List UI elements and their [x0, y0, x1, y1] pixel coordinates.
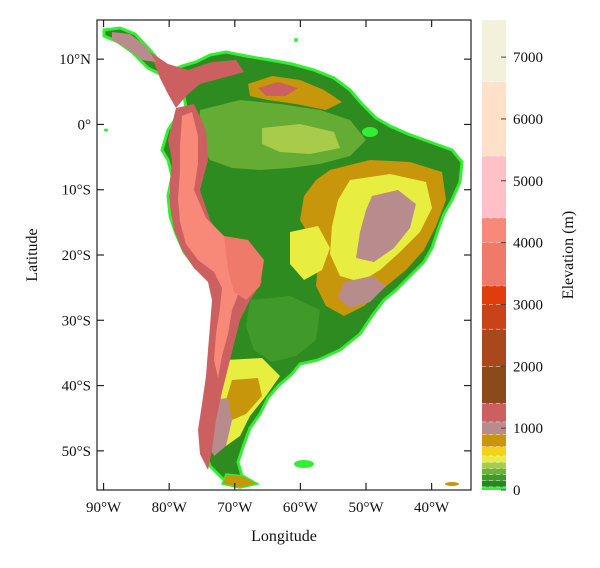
- colorbar-band: [482, 20, 506, 82]
- x-tick-label: 80°W: [152, 500, 188, 516]
- guiana-peaks: [258, 82, 298, 96]
- colorbar-band: [482, 446, 506, 456]
- colorbar-tick-label: 4000: [513, 236, 543, 252]
- y-axis-title: Latitude: [24, 228, 41, 281]
- colorbar-tick-label: 2000: [513, 359, 543, 375]
- tierra-del-fuego: [220, 473, 261, 489]
- colorbar-band: [482, 329, 506, 367]
- galapagos-islands: [104, 128, 108, 132]
- x-tick-label: 40°W: [414, 500, 450, 516]
- andes-high-peaks: [178, 112, 252, 378]
- coastal-cordillera: [112, 32, 156, 62]
- colorbar-band: [482, 480, 506, 487]
- andes-north-branch: [150, 52, 244, 108]
- falkland-islands: [294, 460, 314, 468]
- y-tick-label: 0°: [78, 117, 92, 133]
- y-tick-label: 20°S: [62, 248, 91, 264]
- colorbar-band: [482, 468, 506, 475]
- colorbar-tick-label: 0: [513, 483, 521, 499]
- colorbar-band: [482, 486, 506, 490]
- elevation-colorbar: [482, 19, 506, 490]
- y-tick-label: 50°S: [62, 444, 91, 460]
- x-tick-label: 90°W: [86, 500, 122, 516]
- x-tick-label: 50°W: [348, 500, 384, 516]
- lowland-plain-patch: [262, 124, 340, 154]
- brazilian-highland-ridges: [356, 190, 416, 262]
- colorbar-band: [482, 403, 506, 422]
- colorbar-tick-label: 5000: [513, 174, 543, 190]
- colorbar-band: [482, 434, 506, 447]
- altiplano: [224, 236, 264, 300]
- continent-map: [102, 26, 464, 489]
- colorbar-tick-label: 1000: [513, 421, 543, 437]
- colorbar-band: [482, 156, 506, 218]
- patagonia-plateau: [226, 378, 262, 420]
- x-tick-label: 70°W: [217, 500, 253, 516]
- serra-do-mar: [338, 276, 386, 308]
- colorbar-band: [482, 217, 506, 243]
- trinidad-island: [294, 38, 298, 42]
- colorbar-tick-label: 7000: [513, 50, 543, 66]
- x-axis-ticks: 90°W 80°W 70°W 60°W 50°W 40°W: [86, 20, 450, 516]
- colorbar-band: [482, 455, 506, 463]
- pampas-plain: [246, 296, 320, 362]
- south-georgia-island: [445, 482, 459, 486]
- colorbar-ticks: 0 1000 2000 3000 4000 5000 6000 7000: [501, 50, 543, 499]
- marajo-island: [362, 127, 378, 137]
- colorbar-band: [482, 242, 506, 286]
- colorbar-band: [482, 366, 506, 404]
- colorbar-band: [482, 285, 506, 305]
- y-tick-label: 40°S: [62, 379, 91, 395]
- x-axis-title: Longitude: [251, 528, 317, 545]
- y-tick-label: 10°S: [62, 183, 91, 199]
- colorbar-title: Elevation (m): [560, 211, 577, 299]
- colorbar-band: [482, 462, 506, 469]
- colorbar-band: [482, 304, 506, 330]
- colorbar-band: [482, 421, 506, 435]
- y-tick-label: 10°N: [59, 52, 91, 68]
- plateau-south: [290, 226, 330, 280]
- x-tick-label: 60°W: [283, 500, 319, 516]
- colorbar-tick-label: 6000: [513, 112, 543, 128]
- y-axis-ticks: 10°N 0° 10°S 20°S 30°S 40°S 50°S: [59, 52, 471, 460]
- colorbar-band: [482, 474, 506, 481]
- y-tick-label: 30°S: [62, 313, 91, 329]
- colorbar-tick-label: 3000: [513, 297, 543, 313]
